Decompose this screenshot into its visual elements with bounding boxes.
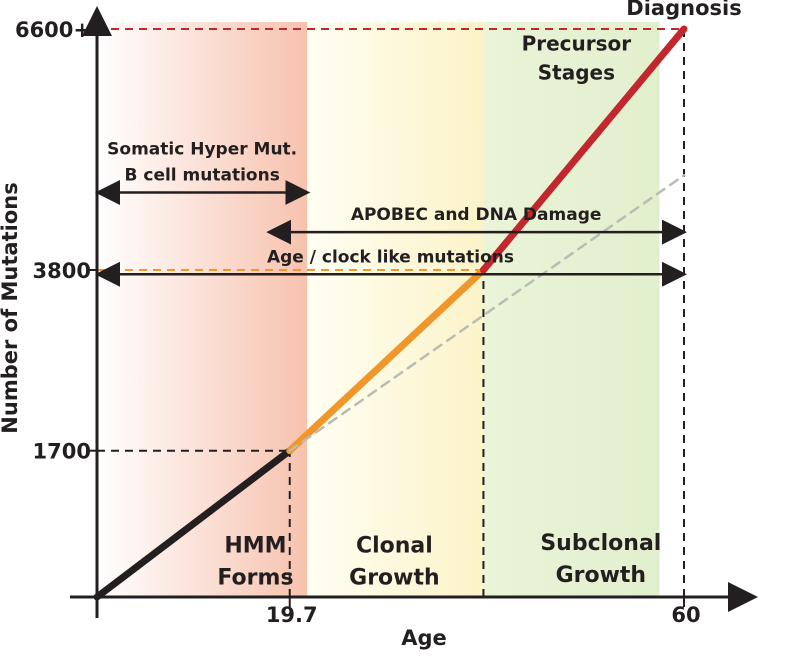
precursor-label-0: Precursor bbox=[522, 32, 632, 56]
x-axis-title: Age bbox=[401, 626, 447, 650]
y-tick-label-1: 3800 bbox=[33, 259, 91, 283]
diagnosis-label-0: Diagnosis bbox=[626, 0, 741, 20]
y-axis-title: Number of Mutations bbox=[0, 182, 22, 433]
clonal-growth-label-0: Clonal bbox=[356, 534, 433, 559]
somatic-span-label-0: Somatic Hyper Mut. bbox=[107, 140, 297, 160]
hmm-forms-label-1: Forms bbox=[217, 566, 293, 591]
x-tick-label-1: 60 bbox=[671, 603, 700, 627]
subclonal-region bbox=[483, 22, 660, 597]
apobec-span-label-0: APOBEC and DNA Damage bbox=[351, 205, 602, 225]
somatic-region bbox=[97, 22, 308, 597]
subclonal-growth-label-0: Subclonal bbox=[540, 531, 661, 556]
clock-span-label-0: Age / clock like mutations bbox=[267, 247, 514, 267]
clonal-growth-label-1: Growth bbox=[349, 566, 440, 591]
series-line-0 bbox=[93, 447, 294, 601]
precursor-label-1: Stages bbox=[538, 61, 615, 85]
x-tick-label-0: 19.7 bbox=[266, 603, 318, 627]
hmm-forms-label-0: HMM bbox=[224, 534, 286, 559]
clonal-region bbox=[307, 22, 484, 597]
somatic-span-label-1: B cell mutations bbox=[125, 166, 280, 186]
series-line-1 bbox=[286, 266, 487, 455]
y-tick-label-0: 1700 bbox=[33, 440, 91, 464]
y-tick-label-2: 6600+ bbox=[15, 18, 91, 42]
subclonal-growth-label-1: Growth bbox=[556, 563, 647, 588]
